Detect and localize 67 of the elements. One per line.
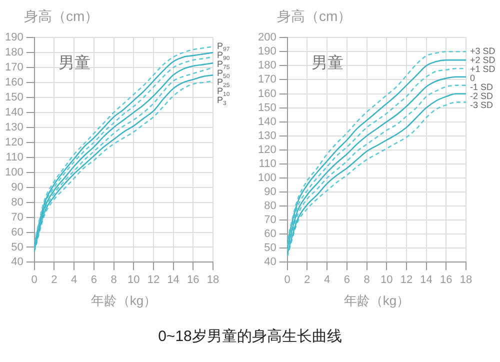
y-tick-label: 170 bbox=[4, 62, 24, 74]
x-axis-title: 年龄（kg） bbox=[90, 292, 157, 308]
y-tick-label: 150 bbox=[258, 102, 276, 114]
x-tick-label: 12 bbox=[147, 274, 160, 286]
y-tick-label: 200 bbox=[258, 32, 276, 44]
y-tick-label: 60 bbox=[11, 226, 24, 238]
series-label: -2 SD bbox=[470, 91, 494, 102]
x-axis-title: 年龄（kg） bbox=[344, 292, 410, 308]
y-tick-label: 50 bbox=[264, 242, 276, 254]
x-tick-label: 12 bbox=[400, 274, 413, 286]
x-tick-label: 6 bbox=[90, 274, 97, 286]
x-tick-label: 4 bbox=[324, 274, 330, 286]
x-tick-label: 8 bbox=[110, 274, 117, 286]
x-tick-label: 2 bbox=[304, 274, 310, 286]
x-tick-label: 0 bbox=[31, 274, 38, 286]
y-axis-title: 身高（cm） bbox=[23, 7, 100, 26]
annotation: 男童 bbox=[311, 54, 344, 72]
series-label: 0 bbox=[470, 73, 476, 84]
series-label: -3 SD bbox=[470, 100, 494, 110]
x-tick-label: 18 bbox=[206, 274, 220, 286]
series-label: +3 SD bbox=[470, 46, 496, 56]
y-tick-label: 70 bbox=[11, 211, 24, 224]
y-tick-label: 160 bbox=[258, 88, 276, 100]
y-tick-label: 180 bbox=[4, 46, 24, 59]
y-tick-label: 160 bbox=[4, 76, 24, 89]
x-tick-label: 18 bbox=[460, 274, 472, 286]
x-tick-label: 16 bbox=[187, 274, 200, 286]
y-tick-label: 190 bbox=[4, 32, 24, 44]
x-tick-label: 14 bbox=[167, 274, 180, 286]
y-tick-label: 50 bbox=[11, 241, 24, 254]
y-tick-label: 180 bbox=[258, 60, 276, 72]
y-axis-title: 身高（cm） bbox=[276, 7, 353, 26]
series-label: +1 SD bbox=[470, 64, 496, 74]
x-tick-label: 0 bbox=[284, 274, 290, 286]
y-tick-label: 40 bbox=[11, 256, 24, 268]
y-tick-label: 140 bbox=[258, 116, 276, 128]
y-tick-label: 130 bbox=[4, 121, 24, 134]
x-tick-label: 4 bbox=[70, 274, 78, 286]
y-tick-label: 110 bbox=[258, 158, 276, 170]
y-tick-label: 70 bbox=[264, 214, 276, 226]
y-tick-label: 100 bbox=[258, 172, 276, 184]
y-tick-label: 90 bbox=[11, 181, 24, 194]
text: 0~18岁男童的身高生长曲线 bbox=[157, 327, 343, 346]
y-tick-label: 110 bbox=[6, 151, 24, 164]
y-tick-label: 120 bbox=[4, 136, 24, 148]
x-tick-label: 16 bbox=[440, 274, 452, 286]
x-tick-label: 10 bbox=[127, 274, 140, 286]
y-tick-label: 90 bbox=[264, 186, 276, 198]
y-tick-label: 170 bbox=[258, 74, 276, 86]
series-label: -1 SD bbox=[470, 82, 494, 92]
y-tick-label: 190 bbox=[258, 46, 276, 58]
x-tick-label: 2 bbox=[51, 274, 58, 286]
annotation: 男童 bbox=[58, 54, 90, 72]
series-label: +2 SD bbox=[470, 55, 496, 66]
y-tick-label: 40 bbox=[264, 256, 276, 268]
y-tick-label: 150 bbox=[4, 92, 24, 104]
y-tick-label: 140 bbox=[4, 106, 24, 118]
y-tick-label: 130 bbox=[258, 130, 276, 142]
x-tick-label: 14 bbox=[420, 274, 432, 286]
y-tick-label: 120 bbox=[258, 144, 276, 156]
x-tick-label: 10 bbox=[380, 274, 393, 286]
x-tick-label: 8 bbox=[364, 274, 370, 286]
y-tick-label: 100 bbox=[4, 166, 24, 178]
x-tick-label: 6 bbox=[344, 274, 350, 286]
y-tick-label: 60 bbox=[264, 228, 276, 240]
y-tick-label: 80 bbox=[264, 200, 276, 212]
y-tick-label: 80 bbox=[11, 196, 24, 208]
